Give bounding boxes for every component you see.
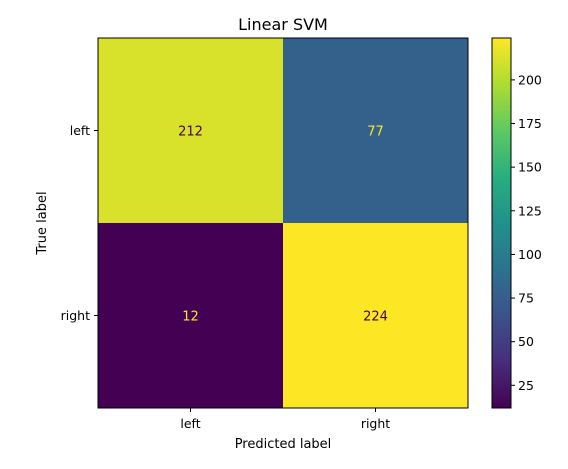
colorbar-tick-label: 200 <box>518 72 542 87</box>
y-tick-label: right <box>61 308 90 323</box>
heatmap-cell-right-right <box>283 223 468 408</box>
heatmap-cell-left-right <box>283 38 468 223</box>
cell-value-label: 77 <box>367 125 384 140</box>
plot-frame <box>97 37 469 409</box>
y-axis-label: True label <box>35 191 50 255</box>
heatmap-cell-right-left <box>98 223 283 408</box>
cell-value-label: 224 <box>363 310 388 325</box>
x-tick-label: right <box>361 416 390 431</box>
colorbar-tick-label: 175 <box>518 116 542 131</box>
x-tick-label: left <box>180 416 200 431</box>
colorbar-ticks: 25 50 75 100 125 150 175 200 <box>511 72 542 393</box>
cell-value-label: 12 <box>182 310 199 325</box>
x-axis-label: Predicted label <box>235 437 332 452</box>
colorbar-tick-label: 150 <box>518 160 542 175</box>
y-axis-ticks: left right <box>61 123 98 323</box>
heatmap-cell-left-left <box>98 38 283 223</box>
heatmap-cells: 212 77 12 224 <box>98 38 468 408</box>
colorbar-tick-label: 50 <box>518 334 534 349</box>
colorbar-tick-label: 75 <box>518 291 534 306</box>
cell-value-label: 212 <box>178 125 203 140</box>
colorbar <box>491 37 512 409</box>
colorbar-tick-label: 25 <box>518 378 534 393</box>
colorbar-tick-label: 100 <box>518 247 542 262</box>
colorbar-tick-label: 125 <box>518 203 542 218</box>
y-tick-label: left <box>70 123 90 138</box>
chart-title: Linear SVM <box>238 15 328 34</box>
x-axis-ticks: left right <box>180 408 390 431</box>
